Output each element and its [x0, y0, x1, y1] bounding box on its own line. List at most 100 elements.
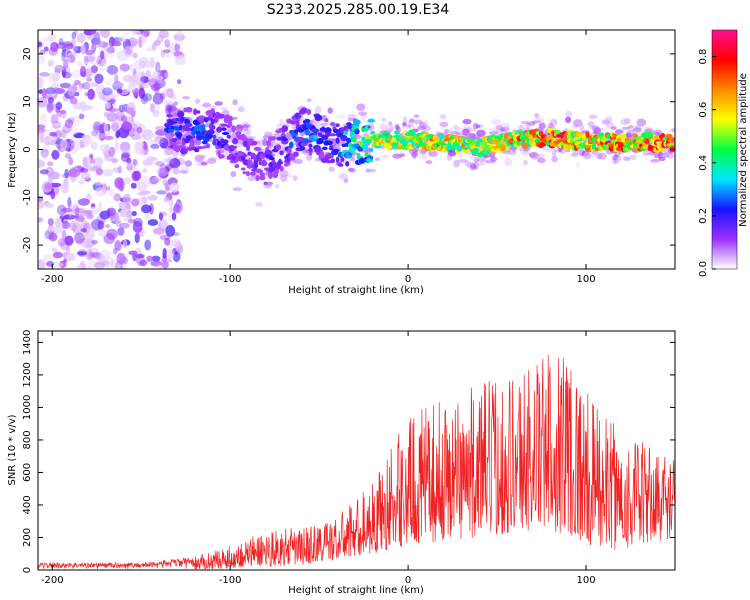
- heatmap-cell: [410, 130, 416, 137]
- heatmap-cell: [308, 143, 313, 148]
- heatmap-cell: [67, 117, 75, 124]
- heatmap-cell: [605, 115, 613, 123]
- heatmap-cell: [105, 91, 116, 101]
- heatmap-cell: [374, 157, 381, 162]
- heatmap-cell: [285, 162, 291, 166]
- heatmap-cell: [173, 201, 183, 214]
- heatmap-cell: [51, 262, 64, 268]
- heatmap-cell: [64, 153, 72, 159]
- heatmap-cell: [71, 31, 77, 40]
- heatmap-cell: [49, 182, 62, 188]
- heatmap-cell: [55, 101, 63, 110]
- heatmap-cell: [84, 49, 95, 56]
- heatmap-cell: [138, 33, 148, 44]
- heatmap-cell: [116, 50, 129, 62]
- heatmap-cell: [241, 121, 250, 129]
- heatmap-cell: [161, 261, 169, 269]
- heatmap-cell: [658, 156, 666, 162]
- heatmap-cell: [103, 135, 114, 141]
- heatmap-cell: [155, 161, 165, 167]
- heatmap-cell: [320, 122, 328, 127]
- heatmap-cell: [619, 133, 627, 138]
- heatmap-cell: [133, 90, 138, 98]
- heatmap-cell: [242, 124, 249, 132]
- heatmap-cell: [549, 118, 558, 126]
- y-tick-label: 10: [22, 95, 33, 108]
- heatmap-cell: [366, 168, 377, 173]
- heatmap-cell: [499, 144, 506, 152]
- heatmap-cell: [612, 154, 618, 161]
- heatmap-cell: [43, 46, 49, 52]
- heatmap-cell: [661, 152, 670, 158]
- heatmap-cell: [417, 125, 427, 131]
- heatmap-cell: [340, 135, 348, 142]
- heatmap-cell: [105, 224, 110, 229]
- heatmap-cell: [221, 132, 230, 135]
- heatmap-cell: [67, 85, 76, 97]
- colorbar-tick-label: 0.2: [698, 208, 709, 224]
- heatmap-cell: [42, 37, 52, 42]
- heatmap-cell: [447, 149, 457, 156]
- heatmap-cell: [134, 232, 140, 244]
- heatmap-cell: [538, 122, 546, 130]
- heatmap-cell: [38, 217, 44, 223]
- heatmap-cell: [220, 154, 225, 159]
- heatmap-cell: [316, 138, 324, 145]
- heatmap-cell: [40, 113, 48, 125]
- heatmap-cell: [74, 92, 80, 97]
- heatmap-cell: [357, 146, 363, 152]
- heatmap-cell: [146, 255, 153, 262]
- heatmap-cell: [312, 134, 318, 139]
- heatmap-cell: [184, 160, 192, 167]
- heatmap-cell: [74, 86, 82, 93]
- y-tick-label: 600: [22, 463, 33, 482]
- y-tick-label: 1000: [22, 395, 33, 420]
- heatmap-cell: [116, 88, 123, 94]
- heatmap-cell: [182, 96, 191, 100]
- heatmap-cell: [240, 156, 246, 161]
- heatmap-cell: [336, 114, 346, 119]
- heatmap-cell: [654, 131, 660, 137]
- heatmap-cell: [551, 155, 559, 163]
- heatmap-cell: [89, 206, 100, 215]
- heatmap-cell: [343, 178, 349, 184]
- heatmap-cell: [409, 118, 415, 123]
- heatmap-cell: [78, 113, 85, 120]
- heatmap-cell: [165, 163, 173, 171]
- spectrogram-y-label: Frequency (Hz): [7, 112, 18, 188]
- heatmap-cell: [126, 166, 137, 171]
- heatmap-cell: [646, 131, 654, 139]
- heatmap-cell: [71, 115, 81, 127]
- heatmap-cell: [548, 122, 554, 129]
- heatmap-cell: [150, 144, 160, 149]
- heatmap-cell: [241, 124, 252, 128]
- heatmap-cell: [264, 131, 273, 138]
- heatmap-cell: [666, 153, 675, 159]
- heatmap-cell: [50, 41, 59, 53]
- y-tick-label: -10: [22, 189, 33, 205]
- heatmap-cell: [226, 134, 231, 139]
- heatmap-cell: [588, 114, 598, 120]
- heatmap-cell: [177, 110, 185, 118]
- heatmap-cell: [632, 127, 642, 133]
- heatmap-cell: [262, 135, 269, 140]
- heatmap-cell: [74, 143, 80, 151]
- heatmap-cell: [242, 128, 252, 135]
- heatmap-cell: [365, 134, 371, 140]
- heatmap-cell: [665, 133, 673, 139]
- heatmap-cell: [491, 118, 502, 125]
- heatmap-cell: [130, 182, 137, 189]
- heatmap-cell: [93, 157, 104, 166]
- heatmap-cell: [169, 182, 180, 193]
- heatmap-cell: [52, 251, 63, 259]
- heatmap-cell: [167, 108, 172, 112]
- heatmap-cell: [158, 30, 169, 39]
- heatmap-cell: [172, 251, 181, 263]
- heatmap-cell: [174, 37, 184, 48]
- heatmap-cell: [142, 196, 147, 204]
- heatmap-cell: [474, 148, 480, 152]
- heatmap-cell: [615, 129, 624, 134]
- heatmap-cell: [504, 158, 513, 167]
- heatmap-cell: [137, 126, 143, 135]
